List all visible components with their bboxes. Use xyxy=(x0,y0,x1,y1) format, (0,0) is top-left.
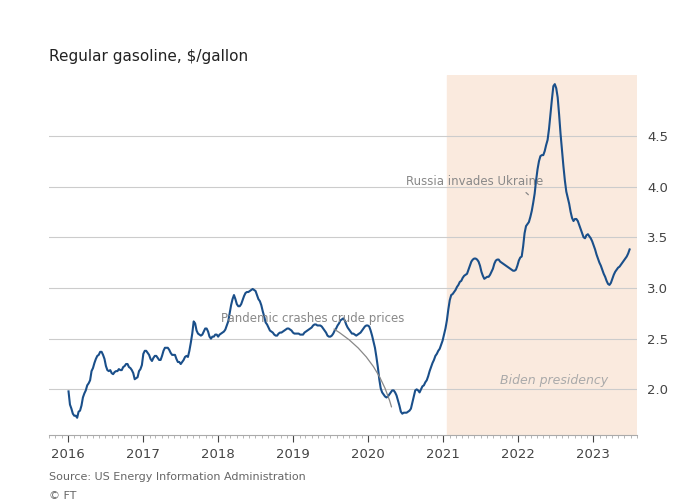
Text: Biden presidency: Biden presidency xyxy=(500,374,608,388)
Bar xyxy=(447,75,637,435)
Text: Regular gasoline, $/gallon: Regular gasoline, $/gallon xyxy=(49,49,248,64)
Text: Pandemic crashes crude prices: Pandemic crashes crude prices xyxy=(221,312,405,407)
Text: © FT: © FT xyxy=(49,491,76,500)
Text: Source: US Energy Information Administration: Source: US Energy Information Administra… xyxy=(49,472,306,482)
Text: Russia invades Ukraine: Russia invades Ukraine xyxy=(405,175,542,195)
